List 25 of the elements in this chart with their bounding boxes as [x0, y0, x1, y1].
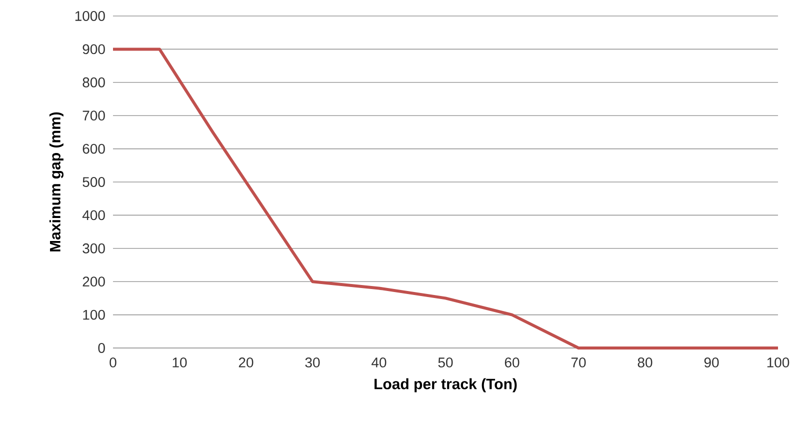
y-tick-label: 500 [82, 177, 105, 187]
x-tick-label: 100 [767, 358, 790, 368]
y-tick-label: 800 [82, 77, 105, 88]
y-tick-label: 100 [83, 310, 105, 320]
y-tick-label: 0 [98, 343, 105, 353]
x-tick-label: 90 [704, 358, 719, 368]
y-axis-title: Maximum gap (mm) [49, 112, 64, 252]
x-tick-label: 20 [238, 358, 254, 368]
y-tick-label: 300 [82, 243, 105, 254]
y-tick-label: 1000 [75, 11, 105, 21]
x-tick-label: 10 [172, 358, 187, 368]
x-axis-title: Load per track (Ton) [374, 378, 517, 392]
y-tick-label: 700 [82, 110, 105, 121]
x-tick-label: 40 [372, 358, 386, 368]
x-tick-label: 60 [504, 358, 520, 368]
y-tick-label: 600 [82, 144, 105, 154]
y-tick-label: 200 [82, 276, 105, 287]
x-tick-label: 80 [638, 358, 652, 368]
line-series [112, 48, 780, 350]
x-tick-label: 30 [305, 358, 320, 368]
y-tick-label: 900 [82, 44, 105, 54]
x-tick-label: 0 [110, 358, 116, 368]
x-tick-label: 70 [571, 358, 586, 368]
y-tick-label: 400 [82, 210, 105, 220]
x-tick-label: 50 [438, 358, 453, 368]
